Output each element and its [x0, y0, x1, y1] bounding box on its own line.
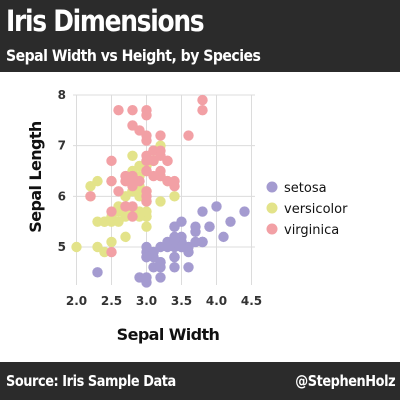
- data-point-virginica: [141, 196, 152, 207]
- data-point-virginica: [113, 186, 124, 197]
- axis-ticks: 2.0 2.5 3.0 3.5 4.0 4.5 5 6 7 8: [58, 88, 262, 308]
- data-points: [71, 94, 250, 288]
- data-point-virginica: [183, 130, 194, 141]
- data-point-virginica: [85, 191, 96, 202]
- data-point-setosa: [211, 201, 222, 212]
- data-point-versicolor: [92, 175, 103, 187]
- grid: [73, 94, 255, 285]
- data-point-virginica: [141, 165, 152, 177]
- y-tick-label: 5: [58, 240, 66, 254]
- data-point-virginica: [106, 175, 117, 187]
- data-point-versicolor: [106, 236, 117, 248]
- data-point-setosa: [141, 272, 152, 283]
- data-point-virginica: [155, 130, 166, 141]
- data-point-virginica: [120, 201, 131, 212]
- y-axis-title: Sepal Length: [26, 121, 45, 233]
- data-point-setosa: [197, 236, 208, 248]
- legend-swatch-setosa: [266, 181, 278, 193]
- legend-swatch-versicolor: [266, 202, 278, 214]
- data-point-virginica: [162, 155, 173, 167]
- data-point-setosa: [176, 241, 187, 253]
- data-point-versicolor: [127, 150, 138, 161]
- data-point-virginica: [127, 175, 138, 187]
- data-point-virginica: [127, 211, 138, 222]
- data-point-setosa: [176, 216, 187, 227]
- legend-swatch-virginica: [266, 223, 278, 235]
- author-credit: @StephenHolz: [295, 372, 395, 390]
- x-tick-label: 2.5: [101, 294, 122, 308]
- data-point-setosa: [92, 267, 103, 278]
- legend: setosa versicolor virginica: [266, 181, 348, 238]
- data-point-setosa: [155, 272, 166, 283]
- data-point-setosa: [169, 251, 180, 263]
- data-point-virginica: [197, 94, 208, 106]
- x-tick-label: 4.0: [206, 294, 227, 308]
- data-point-virginica: [113, 105, 124, 116]
- x-tick-label: 3.5: [171, 294, 192, 308]
- data-point-versicolor: [169, 191, 180, 202]
- footer-banner: Source: Iris Sample Data @StephenHolz: [0, 362, 400, 400]
- data-point-setosa: [183, 262, 194, 273]
- data-point-virginica: [127, 120, 138, 131]
- x-tick-label: 4.5: [241, 294, 262, 308]
- legend-label-setosa: setosa: [284, 181, 327, 196]
- data-point-virginica: [106, 155, 117, 167]
- data-point-versicolor: [155, 196, 166, 207]
- x-tick-label: 2.0: [66, 294, 87, 308]
- chart-title: Iris Dimensions: [6, 4, 205, 38]
- y-tick-label: 7: [58, 139, 66, 153]
- data-point-setosa: [197, 206, 208, 217]
- legend-label-virginica: virginica: [284, 223, 339, 238]
- data-point-versicolor: [120, 231, 131, 243]
- data-point-versicolor: [71, 241, 82, 253]
- data-point-setosa: [155, 262, 166, 273]
- data-point-setosa: [190, 226, 201, 237]
- data-point-setosa: [204, 221, 215, 232]
- data-point-setosa: [225, 216, 236, 227]
- y-tick-label: 8: [58, 88, 66, 102]
- data-point-virginica: [169, 181, 180, 192]
- data-point-virginica: [141, 105, 152, 116]
- data-point-versicolor: [141, 221, 152, 232]
- data-point-setosa: [141, 251, 152, 263]
- legend-label-versicolor: versicolor: [284, 202, 348, 217]
- data-point-virginica: [141, 130, 152, 141]
- data-point-setosa: [162, 241, 173, 253]
- x-axis-title: Sepal Width: [117, 325, 220, 344]
- data-point-versicolor: [92, 241, 103, 253]
- y-tick-label: 6: [58, 189, 66, 203]
- source-credit: Source: Iris Sample Data: [6, 372, 176, 390]
- data-point-setosa: [169, 262, 180, 273]
- data-point-virginica: [106, 206, 117, 217]
- data-point-virginica: [127, 105, 138, 116]
- chart-subtitle: Sepal Width vs Height, by Species: [6, 46, 261, 65]
- data-point-virginica: [141, 155, 152, 167]
- data-point-setosa: [239, 206, 250, 217]
- data-point-virginica: [106, 246, 117, 258]
- x-tick-label: 3.0: [136, 294, 157, 308]
- data-point-virginica: [197, 105, 208, 116]
- data-point-setosa: [218, 231, 229, 243]
- header-banner: Iris Dimensions Sepal Width vs Height, b…: [0, 0, 400, 72]
